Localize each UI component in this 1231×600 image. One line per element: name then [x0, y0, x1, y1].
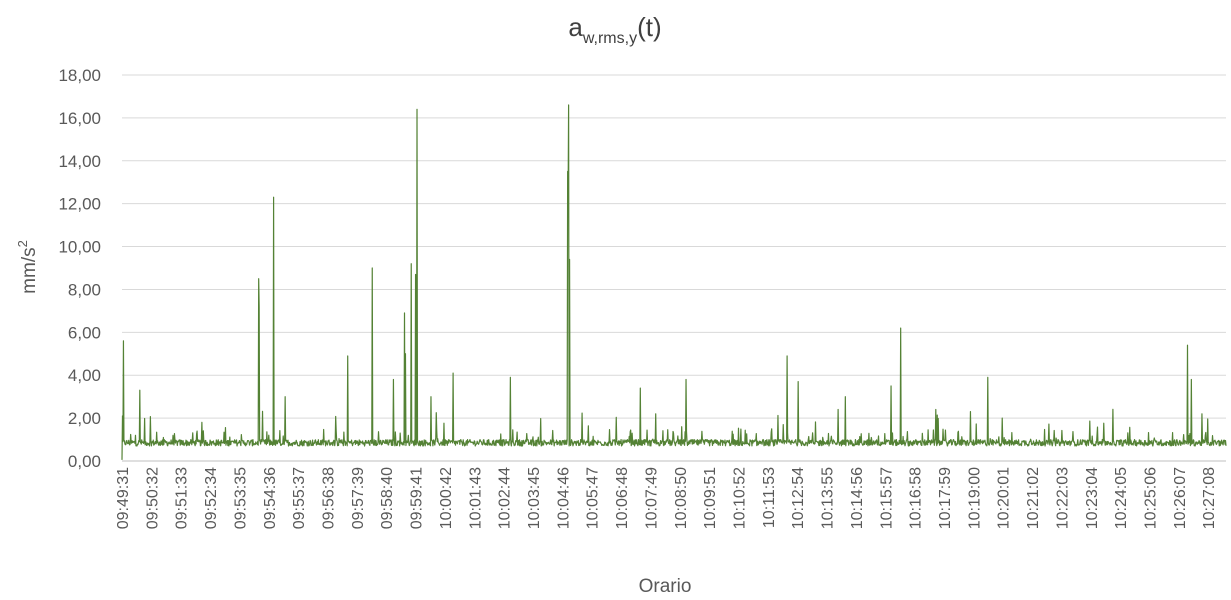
x-tick-label: 10:15:57 [878, 467, 895, 529]
x-tick-label: 09:52:34 [203, 467, 220, 529]
y-tick-label: 10,00 [58, 238, 101, 257]
y-axis-ticks: 0,00 2,00 4,00 6,00 8,00 10,00 12,00 14,00 16,00… [58, 66, 101, 471]
x-tick-label: 10:27:08 [1201, 467, 1218, 529]
y-tick-label: 8,00 [68, 280, 101, 299]
x-tick-label: 09:56:38 [320, 467, 337, 529]
y-tick-label: 16,00 [58, 109, 101, 128]
x-tick-label: 10:13:55 [820, 467, 837, 529]
y-tick-label: 0,00 [68, 452, 101, 471]
gridlines [122, 74, 1226, 419]
x-tick-label: 10:24:05 [1113, 467, 1130, 529]
x-tick-label: 10:07:49 [643, 467, 660, 529]
x-tick-label: 09:57:39 [350, 467, 367, 529]
x-tick-label: 09:50:32 [144, 467, 161, 529]
x-tick-label: 09:55:37 [291, 467, 308, 529]
x-axis-label: Orario [639, 576, 692, 597]
y-tick-label: 18,00 [58, 66, 101, 85]
x-tick-label: 09:51:33 [174, 467, 191, 529]
x-tick-label: 10:06:48 [614, 467, 631, 529]
x-tick-label: 09:54:36 [262, 467, 279, 529]
y-tick-label: 2,00 [68, 409, 101, 428]
x-tick-label: 09:49:31 [115, 467, 132, 529]
x-axis-ticks: 09:49:31 09:50:32 09:51:33 09:52:34 09:53:35… [115, 467, 1218, 529]
x-tick-label: 10:08:50 [673, 467, 690, 529]
x-tick-label: 10:14:56 [849, 467, 866, 529]
x-tick-label: 10:02:44 [497, 467, 514, 529]
x-tick-label: 10:20:01 [996, 467, 1013, 529]
x-tick-label: 10:21:02 [1025, 467, 1042, 529]
x-tick-label: 10:17:59 [937, 467, 954, 529]
x-tick-label: 10:11:53 [761, 467, 778, 528]
x-tick-label: 10:00:42 [438, 467, 455, 529]
x-tick-label: 09:53:35 [232, 467, 249, 529]
x-tick-label: 09:59:41 [409, 467, 426, 529]
x-tick-label: 10:04:46 [555, 467, 572, 529]
y-tick-label: 4,00 [68, 366, 101, 385]
y-tick-label: 6,00 [68, 323, 101, 342]
y-axis-label: mm/s2 [15, 240, 40, 294]
x-tick-label: 10:09:51 [702, 467, 719, 529]
chart-title: aw,rms,y(t) [568, 12, 661, 47]
y-tick-label: 12,00 [58, 195, 101, 214]
x-tick-label: 10:10:52 [731, 467, 748, 529]
y-tick-label: 14,00 [58, 152, 101, 171]
x-tick-label: 10:19:00 [966, 467, 983, 529]
x-tick-label: 10:01:43 [467, 467, 484, 529]
x-tick-label: 10:05:47 [585, 467, 602, 529]
x-tick-label: 10:25:06 [1142, 467, 1159, 529]
x-tick-label: 10:26:07 [1172, 467, 1189, 529]
x-tick-label: 10:16:58 [908, 467, 925, 529]
x-tick-label: 10:12:54 [790, 467, 807, 529]
x-tick-label: 10:03:45 [526, 467, 543, 529]
x-tick-label: 09:58:40 [379, 467, 396, 529]
x-tick-label: 10:23:04 [1084, 467, 1101, 529]
series-line [121, 104, 1227, 460]
x-tick-label: 10:22:03 [1054, 467, 1071, 529]
